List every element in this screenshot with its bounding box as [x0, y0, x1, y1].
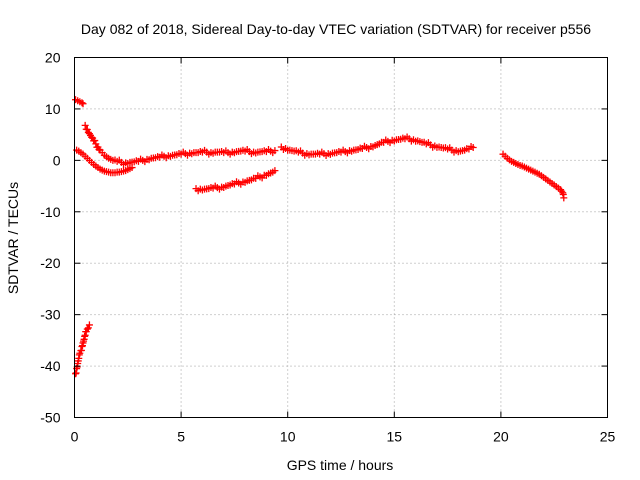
- data-point: [85, 321, 93, 329]
- data-point: [271, 147, 279, 155]
- y-axis-label: SDTVAR / TECUs: [5, 182, 21, 294]
- x-tick-label: 0: [71, 429, 79, 445]
- data-points: [72, 96, 568, 378]
- plot-frame: [74, 57, 608, 418]
- x-tick-label: 25: [600, 429, 616, 445]
- y-tick-label: -40: [40, 358, 60, 374]
- grid: [74, 57, 608, 418]
- chart-title: Day 082 of 2018, Sidereal Day-to-day VTE…: [81, 21, 591, 37]
- data-point: [560, 194, 568, 202]
- y-tick-label: -10: [40, 204, 60, 220]
- x-tick-label: 15: [387, 429, 403, 445]
- y-tick-label: 0: [53, 152, 61, 168]
- data-point: [78, 99, 86, 107]
- data-point: [79, 100, 87, 108]
- series-s4: [81, 121, 279, 168]
- data-point: [271, 167, 279, 175]
- data-point: [83, 325, 91, 333]
- y-tick-label: -20: [40, 255, 60, 271]
- x-axis-label: GPS time / hours: [287, 457, 394, 473]
- data-point: [558, 187, 566, 195]
- axis-ticks: 0 5 10 15 20 25 20 10 0 -10 -20 -30 -40 -50: [40, 50, 615, 445]
- y-tick-label: -50: [40, 410, 60, 426]
- series-s1: [72, 96, 87, 108]
- x-tick-label: 5: [177, 429, 185, 445]
- x-tick-label: 20: [493, 429, 509, 445]
- data-point: [91, 137, 99, 145]
- data-point: [81, 121, 89, 129]
- series-s6: [277, 133, 477, 159]
- y-tick-label: -30: [40, 307, 60, 323]
- series-s5: [192, 167, 279, 195]
- data-point: [469, 144, 477, 151]
- y-tick-label: 10: [45, 101, 61, 117]
- x-tick-label: 10: [280, 429, 296, 445]
- data-point: [88, 133, 96, 141]
- series-s3: [73, 146, 136, 177]
- y-tick-label: 20: [45, 50, 61, 66]
- series-s2: [72, 321, 93, 378]
- series-s7: [499, 150, 568, 202]
